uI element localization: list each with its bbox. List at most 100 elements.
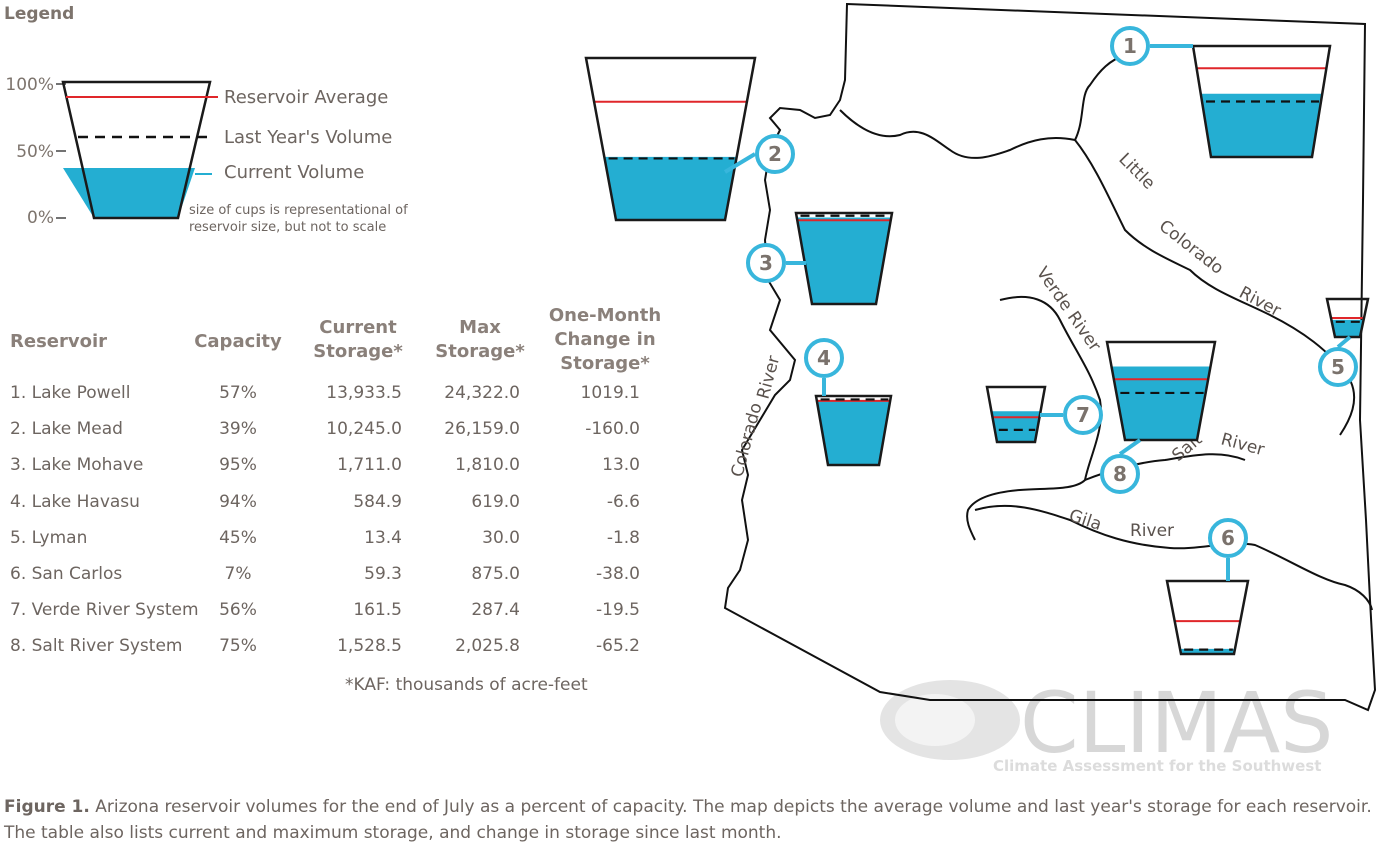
cell-capacity: 57%: [219, 383, 257, 403]
boundary-verde: [966, 295, 1102, 541]
marker-circle-1: [1110, 26, 1150, 66]
marker-circle-3: [746, 243, 786, 283]
cell-capacity: 94%: [219, 491, 257, 512]
cell-capacity: 45%: [219, 527, 257, 548]
marker-number-3: 3: [759, 251, 773, 275]
marker-number-4: 4: [817, 346, 831, 370]
th-current-line1: Current: [319, 317, 397, 338]
legend-tick-50: 50%: [16, 142, 54, 162]
cell-capacity: 56%: [219, 600, 257, 621]
cell-change: -38.0: [596, 564, 640, 584]
marker-leader-8: [1118, 438, 1142, 456]
cell-current-storage: 161.5: [353, 600, 402, 621]
river-label-gila: Gila: [1066, 506, 1104, 535]
cell-current-storage: 10,245.0: [326, 419, 402, 440]
cell-reservoir: 6. San Carlos: [10, 564, 123, 584]
marker-leader-2: [723, 152, 757, 174]
cell-change: -1.8: [606, 527, 640, 548]
legend-cup-outline: [61, 80, 212, 220]
cell-max-storage: 24,322.0: [444, 383, 520, 403]
table-footnote: *KAF: thousands of acre-feet: [345, 675, 588, 695]
logo-tagline: Climate Assessment for the Southwest: [993, 757, 1321, 775]
marker-number-1: 1: [1123, 34, 1137, 58]
cup-outline-2: [584, 56, 757, 222]
marker-circle-5: [1318, 347, 1358, 387]
cup-water-1: [1200, 93, 1323, 157]
th-max: Max Storage*: [420, 316, 540, 364]
cell-max-storage: 30.0: [482, 527, 520, 548]
cell-current-storage: 13.4: [364, 527, 402, 548]
cell-reservoir: 2. Lake Mead: [10, 419, 123, 440]
th-capacity: Capacity: [194, 331, 282, 352]
th-change-line1: One-Month: [548, 305, 662, 326]
th-reservoir: Reservoir: [10, 331, 108, 352]
th-change: One-Month Change in Storage*: [540, 304, 670, 376]
cell-change: -6.6: [606, 491, 640, 512]
river-label-gila-river: River: [1130, 521, 1174, 541]
reservoir-cups: 1 2 3 4 5 6 7 8: [584, 26, 1370, 656]
arizona-map: CLIMAS Climate Assessment for the Southw…: [584, 2, 1377, 775]
legend-title: Legend: [4, 4, 75, 24]
cell-current-storage: 1,711.0: [337, 455, 402, 476]
cell-change: 13.0: [602, 455, 640, 476]
th-max-line1: Max: [459, 317, 501, 338]
cup-outline-1: [1191, 44, 1332, 159]
marker-number-2: 2: [768, 142, 782, 166]
river-label-little: Little: [1114, 149, 1158, 193]
figure-caption: Figure 1. Arizona reservoir volumes for …: [4, 794, 1374, 846]
th-current-line2: Storage*: [313, 341, 403, 362]
cell-change: -19.5: [596, 600, 640, 621]
cell-max-storage: 875.0: [471, 564, 520, 584]
caption-label: Figure 1.: [4, 797, 90, 817]
river-label-verde: Verde River: [1032, 263, 1105, 355]
climas-logo: CLIMAS Climate Assessment for the Southw…: [880, 674, 1333, 775]
river-label-little-river: River: [1236, 283, 1284, 321]
cell-max-storage: 287.4: [471, 600, 520, 621]
cell-current-storage: 584.9: [353, 491, 402, 512]
legend-tick-100: 100%: [5, 75, 54, 95]
cell-capacity: 39%: [219, 419, 257, 440]
cell-max-storage: 26,159.0: [444, 419, 520, 440]
river-label-colorado: Colorado: [728, 401, 767, 480]
cell-max-storage: 1,810.0: [455, 455, 520, 476]
legend-label-current: Current Volume: [224, 162, 365, 183]
legend-cup: [56, 80, 218, 220]
th-current: Current Storage*: [298, 316, 418, 364]
logo-name: CLIMAS: [1020, 674, 1333, 772]
boundary-north: [839, 54, 1126, 159]
marker-circle-2: [755, 134, 795, 174]
cell-reservoir: 3. Lake Mohave: [10, 455, 144, 476]
marker-circle-4: [804, 338, 844, 378]
cell-reservoir: 5. Lyman: [10, 527, 88, 548]
cup-water-2: [604, 156, 737, 220]
cell-capacity: 7%: [224, 564, 252, 584]
logo-emblem-inner: [895, 694, 975, 746]
river-label-little-colorado: Colorado: [1155, 216, 1227, 279]
marker-number-8: 8: [1113, 462, 1127, 486]
cell-change: 1019.1: [580, 383, 640, 403]
cup-water-3: [796, 217, 892, 304]
cell-reservoir: 4. Lake Havasu: [10, 491, 140, 512]
cup-outline-4: [814, 394, 893, 467]
cup-outline-7: [985, 385, 1047, 444]
cup-water-8: [1111, 366, 1211, 440]
th-change-line3: Storage*: [560, 353, 650, 374]
boundary-gila: [974, 504, 1373, 611]
legend-tick-0: 0%: [27, 208, 54, 228]
th-max-line2: Storage*: [435, 341, 525, 362]
cell-capacity: 95%: [219, 455, 257, 476]
cell-reservoir: 7. Verde River System: [10, 600, 199, 621]
marker-number-7: 7: [1076, 403, 1090, 427]
cell-current-storage: 1,528.5: [337, 636, 402, 657]
cup-water-7: [991, 411, 1041, 442]
legend-label-average: Reservoir Average: [224, 87, 389, 108]
cell-max-storage: 2,025.8: [455, 636, 520, 657]
marker-number-6: 6: [1221, 526, 1235, 550]
marker-circle-8: [1100, 454, 1140, 494]
river-label-colorado-river: River: [754, 354, 785, 402]
marker-circle-6: [1208, 518, 1248, 558]
legend-note: size of cups is representational of rese…: [189, 203, 408, 235]
caption-text: Arizona reservoir volumes for the end of…: [4, 797, 1372, 843]
legend-water: [63, 168, 195, 218]
cell-change: -65.2: [596, 636, 640, 657]
